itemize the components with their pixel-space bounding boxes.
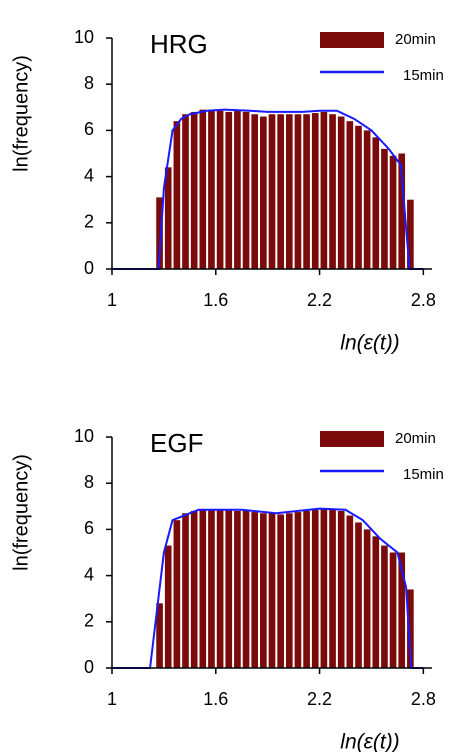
bar — [164, 545, 172, 668]
bar — [398, 153, 406, 269]
y-tick-label: 8 — [84, 73, 94, 93]
chart-title: EGF — [150, 428, 203, 458]
bar — [216, 509, 224, 668]
bar — [199, 509, 207, 668]
x-tick-label: 1.6 — [203, 290, 228, 310]
bar — [208, 109, 215, 269]
bar — [225, 509, 233, 668]
bar — [355, 125, 362, 269]
bar — [190, 111, 198, 269]
bar — [242, 510, 250, 668]
bar — [277, 114, 284, 269]
y-tick-label: 0 — [84, 657, 94, 677]
y-tick-label: 10 — [74, 27, 94, 47]
y-tick-label: 2 — [84, 212, 94, 232]
line — [112, 507, 424, 669]
bar — [355, 522, 362, 668]
bar — [320, 508, 328, 668]
y-tick-label: 6 — [84, 518, 94, 538]
bar — [182, 513, 189, 668]
y-tick-label: 2 — [84, 611, 94, 631]
x-tick-label: 2.8 — [411, 290, 436, 310]
bar — [216, 110, 224, 269]
bar — [363, 529, 371, 668]
bar — [294, 114, 302, 269]
bar — [346, 515, 354, 668]
bar — [372, 536, 380, 668]
bar — [285, 114, 293, 269]
legend-swatch — [320, 431, 384, 447]
bar — [156, 603, 163, 668]
bar — [190, 510, 198, 668]
x-tick-label: 2.2 — [307, 290, 332, 310]
bar — [389, 552, 397, 668]
bar — [208, 509, 215, 668]
bar — [329, 114, 336, 269]
chart-title: HRG — [150, 29, 208, 59]
bar — [320, 111, 328, 269]
bar — [294, 512, 302, 668]
legend-label: 20min — [395, 430, 436, 447]
x-tick-label: 1 — [107, 290, 117, 310]
y-axis-label: ln(frequency) — [10, 454, 32, 571]
bar — [381, 545, 388, 668]
legend-label: 20min — [395, 31, 436, 48]
y-tick-label: 10 — [74, 426, 94, 446]
y-tick-label: 4 — [84, 564, 94, 584]
bar — [346, 121, 354, 269]
y-axis-label: ln(frequency) — [10, 55, 32, 172]
panel: 0 2 4 6 8 10 1 1.6 2.2 2.8 EGF ln(ε(t)) ln(frequency… — [10, 426, 444, 752]
bar — [407, 199, 414, 269]
bar — [199, 109, 207, 269]
line — [112, 108, 424, 270]
legend-label: 15min — [403, 67, 444, 84]
bar — [363, 130, 371, 269]
bar — [260, 116, 267, 269]
bar — [234, 510, 241, 668]
x-tick-label: 1 — [107, 689, 117, 709]
legend-swatch — [320, 32, 384, 48]
bar — [173, 520, 181, 668]
bar — [251, 114, 259, 269]
bar — [268, 513, 276, 668]
bar — [242, 111, 250, 269]
bar — [182, 114, 189, 269]
bar — [407, 589, 414, 668]
bar — [337, 116, 345, 269]
bar — [156, 197, 163, 269]
y-tick-label: 6 — [84, 119, 94, 139]
bar — [389, 155, 397, 269]
bar — [234, 109, 241, 269]
y-tick-label: 0 — [84, 258, 94, 278]
bar — [337, 510, 345, 668]
bar — [268, 114, 276, 269]
x-tick-label: 1.6 — [203, 689, 228, 709]
bar — [277, 514, 284, 668]
x-axis-label: ln(ε(t)) — [340, 731, 399, 752]
bar — [164, 167, 172, 269]
legend-label: 15min — [403, 466, 444, 483]
x-tick-label: 2.2 — [307, 689, 332, 709]
x-tick-label: 2.8 — [411, 689, 436, 709]
bar — [225, 111, 233, 269]
bar — [381, 148, 388, 269]
bar — [303, 114, 310, 269]
bar — [251, 512, 259, 668]
bar — [311, 113, 319, 269]
bar — [285, 513, 293, 668]
bar — [173, 121, 181, 269]
bar — [260, 513, 267, 668]
bar — [372, 137, 380, 269]
bar — [311, 509, 319, 668]
y-tick-label: 4 — [84, 165, 94, 185]
x-axis-label: ln(ε(t)) — [340, 332, 399, 355]
bar — [303, 510, 310, 668]
bar — [329, 508, 336, 668]
bar — [398, 552, 406, 668]
y-tick-label: 8 — [84, 472, 94, 492]
panel: 0 2 4 6 8 10 1 1.6 2.2 2.8 HRG ln(ε(t)) ln(frequency… — [10, 27, 444, 355]
